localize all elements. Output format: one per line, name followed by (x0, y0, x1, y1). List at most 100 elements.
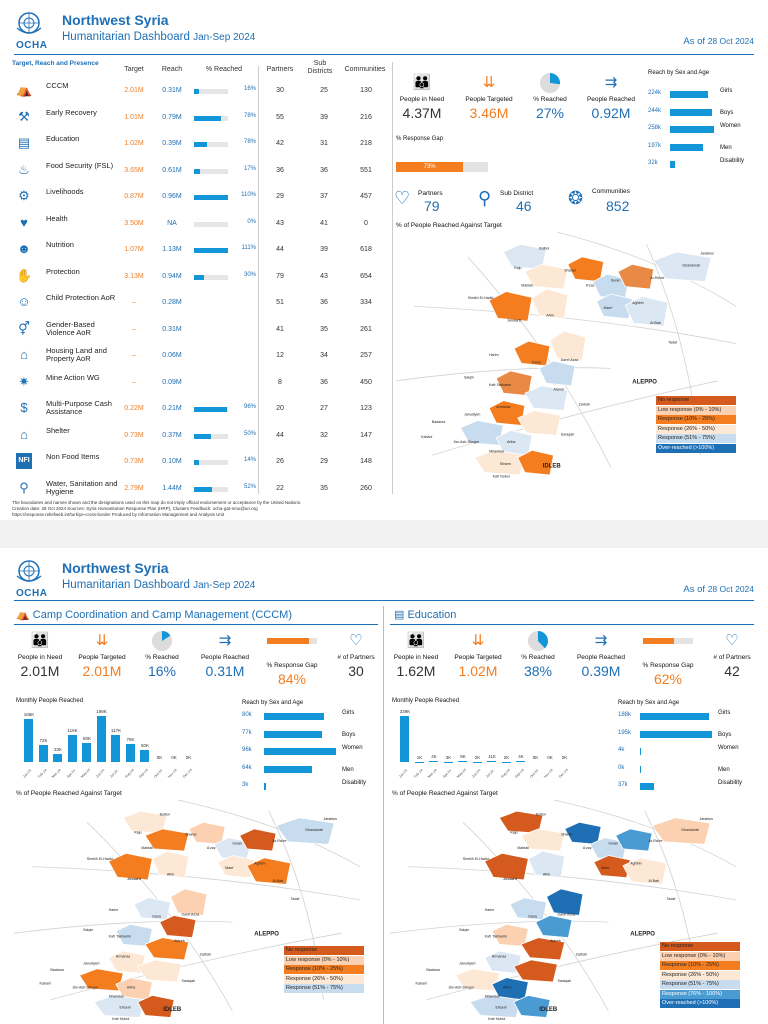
handshake-icon: ♡ (725, 632, 739, 649)
map-place-label: Al Bab (650, 321, 661, 325)
dashboard-page-clusters: OCHA Northwest Syria Humanitarian Dashbo… (0, 548, 768, 1024)
pct-value: 14% (243, 457, 256, 463)
map-place-label: Jandairis (507, 318, 522, 322)
legend-item: Response (10% - 25%) (660, 961, 740, 970)
period: Jan-Sep 2024 (193, 580, 256, 591)
reach-bar (194, 460, 228, 465)
sex-age-title: Reach by Sex and Age (242, 700, 304, 706)
asof-label: As of (683, 584, 706, 595)
footnote-sources: Creation date: 28 Oct 2024 Sources: Syri… (12, 506, 258, 511)
map-region (535, 915, 573, 939)
map-place-label: Raju (514, 266, 521, 270)
reach-value: 0.31M (162, 325, 182, 333)
gap-fill (643, 638, 674, 644)
sex-age-bar (670, 143, 704, 151)
map-region (615, 828, 653, 852)
reach-bar-fill (194, 407, 227, 412)
map-place-label: Janudiyeh (464, 413, 480, 417)
cluster-name: Non Food Items (46, 452, 100, 461)
sex-age-value: 37k (618, 782, 628, 788)
map-place-label: Mhambal (109, 995, 124, 999)
monthly-bar (125, 744, 135, 762)
map-place-label: Zarbah (200, 952, 211, 956)
partners-value: 26 (276, 458, 284, 465)
map-place-label: Daret Azza (557, 912, 575, 916)
pct-value: 78% (243, 139, 256, 145)
map-place-label: Daret Azza (181, 912, 199, 916)
sex-age-bar (670, 126, 714, 133)
partners-value: 36 (276, 166, 284, 174)
monthly-axis-label: May-24 (456, 767, 468, 779)
sex-age-value: 258k (648, 125, 662, 131)
sex-age-bar (264, 713, 324, 720)
reach-bar (194, 168, 228, 174)
map-region (115, 977, 153, 1001)
pie-slice (162, 631, 171, 641)
page-subtitle: Humanitarian Dashboard Jan-Sep 2024 (62, 31, 255, 43)
communities-value: 260 (360, 484, 372, 492)
map-region (624, 296, 669, 327)
sex-age-bar (640, 783, 654, 790)
table-row: ✋ Protection 3.13M 0.94M 79 43 654 30% (12, 264, 392, 290)
location-pin-icon: ⚲ (478, 188, 492, 208)
table-row: ☺ Child Protection AoR – 0.28M 51 36 334 (12, 290, 392, 316)
map-region (546, 888, 584, 916)
monthly-bar-label: 186K (23, 711, 35, 717)
gap-icon (260, 638, 324, 660)
monthly-axis-label: Mar-24 (427, 768, 438, 779)
gap-fill (267, 638, 309, 644)
map-place-label: Al Bab (648, 879, 659, 883)
map-place-label: Ehsem (500, 462, 511, 466)
target-value: – (132, 378, 136, 386)
partners-value: 8 (278, 378, 282, 386)
footnote-link[interactable]: https://response.reliefweb.int/turkiye-c… (12, 512, 225, 517)
monthly-bar-label: 80K (82, 736, 91, 742)
sex-age-category: Boys (718, 731, 732, 738)
reach-value: 0.37M (162, 431, 182, 439)
target-value: 3.13M (124, 272, 144, 280)
map-place-label: Kabani (421, 435, 432, 439)
monthly-axis-label: Jan-24 (22, 768, 33, 779)
map-place-label: Dana (152, 915, 161, 919)
gap-label: % Response Gap (396, 136, 444, 142)
map-place-label: Mhambal (485, 995, 500, 999)
sex-age-value: 64k (242, 764, 252, 771)
cluster-name: Protection (46, 266, 80, 276)
map-place-label: Sharan (561, 833, 573, 837)
kpi-value: 3.46M (469, 105, 509, 121)
handshake-icon: ♡ (349, 632, 363, 649)
kpi-targeted: ⇊ People Targeted 2.01M (72, 630, 132, 679)
sub-district-value: 32 (320, 431, 328, 439)
reach-value: 0.31M (162, 87, 182, 94)
reach-value: 0.39M (162, 140, 182, 147)
map-title: % of People Reached Against Target (392, 790, 498, 797)
map-place-label: Afrin (546, 313, 553, 317)
map-place-label: Kabani (415, 981, 426, 985)
target-people-icon: ⇊ (482, 74, 496, 91)
legend-item: Response (51% - 75%) (660, 980, 740, 989)
kpi-people-targeted: ⇊ People Targeted 3.46M (458, 72, 520, 121)
sex-age-category: Women (718, 745, 739, 751)
sex-age-value: 4k (618, 747, 625, 753)
map-place-label: Sheikh El-Hadid (468, 296, 494, 300)
kpi-value: 38% (523, 663, 553, 679)
people-icon: 👪 (30, 632, 50, 649)
kpi-value: 2.01M (20, 663, 60, 679)
kpi-value: 4.37M (402, 105, 442, 121)
sex-age-category: Women (342, 745, 363, 751)
map-place-label: A'zaz (583, 846, 592, 850)
map-place-label: Kafr Takharim (109, 935, 131, 939)
reach-bar-fill (194, 89, 200, 94)
map-place-label: ALEPPO (632, 379, 657, 385)
reached-people-icon: ⇉ (604, 74, 618, 91)
map-place-label: Ar-Ra'ee (272, 839, 286, 843)
map-place-label: Bulbul (536, 813, 546, 817)
map-region (517, 449, 554, 476)
reach-value: 0.28M (162, 299, 182, 306)
monthly-axis-label: Jan-24 (398, 768, 409, 779)
map-place-label: Mabtali (521, 284, 533, 288)
kpi-gap: % Response Gap 84% (260, 630, 324, 687)
monthly-bar-label: 116K (67, 728, 78, 734)
nfi-icon: NFI (16, 453, 32, 469)
kpi-label: % Reached (145, 654, 179, 661)
